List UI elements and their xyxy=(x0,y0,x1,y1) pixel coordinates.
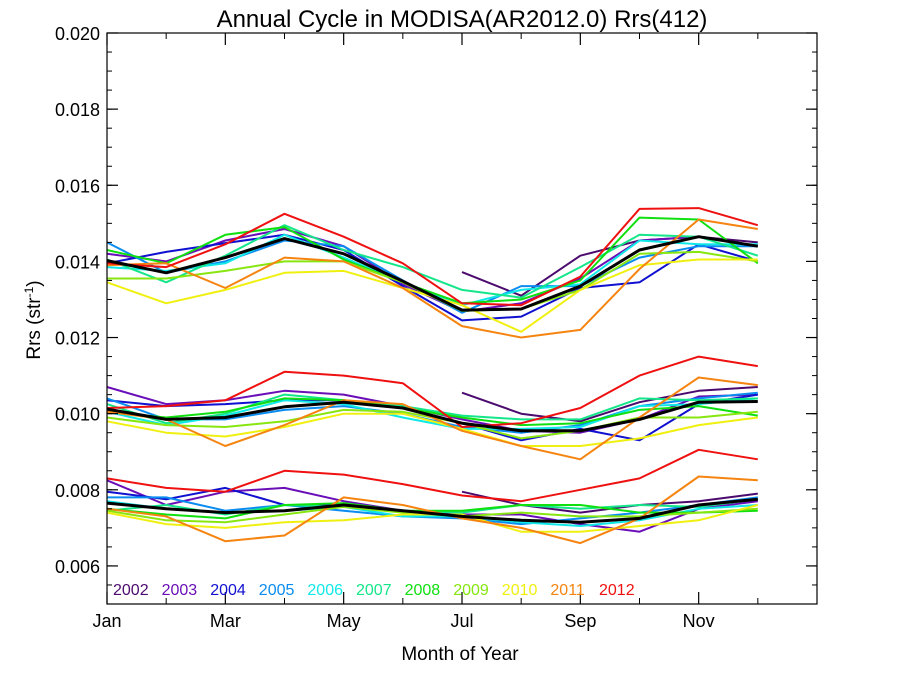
x-axis-label: Month of Year xyxy=(401,644,519,665)
legend-entry-2012: 2012 xyxy=(599,582,635,599)
series-2007-middle-line xyxy=(106,393,758,425)
legend-entry-2009: 2009 xyxy=(453,582,489,599)
y-tick-label: 0.012 xyxy=(55,329,100,349)
legend-entry-2010: 2010 xyxy=(502,582,538,599)
series-2008-upper-line xyxy=(106,216,759,305)
y-tick-label: 0.006 xyxy=(55,557,100,577)
y-axis-label-close: ) xyxy=(24,280,45,286)
x-tick-label: Mar xyxy=(210,611,241,631)
y-tick-label: 0.014 xyxy=(55,252,100,272)
x-tick-label: Sep xyxy=(564,611,596,631)
series-2012-middle-line xyxy=(106,355,758,428)
legend-entry-2011: 2011 xyxy=(550,582,585,599)
y-axis-label: Rrs (str-1) xyxy=(22,280,45,359)
series-2012-lower-line xyxy=(106,448,758,503)
series-2010-middle-line xyxy=(106,412,758,447)
mean-middle-line xyxy=(106,400,758,433)
series-lines xyxy=(106,207,759,545)
y-tick-label: 0.018 xyxy=(55,100,100,120)
y-axis-label-superscript: -1 xyxy=(22,286,36,297)
legend-entry-2003: 2003 xyxy=(162,582,198,599)
chart-title: Annual Cycle in MODISA(AR2012.0) Rrs(412… xyxy=(217,6,708,33)
x-tick-label: Jul xyxy=(450,611,473,631)
legend-entry-2002: 2002 xyxy=(113,582,149,599)
series-2011-middle-line xyxy=(106,376,758,461)
y-tick-label: 0.010 xyxy=(55,405,100,425)
legend-entry-2008: 2008 xyxy=(405,582,441,599)
mean-lower-line xyxy=(106,497,758,524)
y-tick-label: 0.020 xyxy=(55,24,100,44)
series-2011-lower-line xyxy=(106,475,758,545)
series-2008-middle-line xyxy=(106,397,758,427)
legend: 2002 2003 2004 2005 2006 2007 2008 2009 2010 2011… xyxy=(113,582,635,599)
series-2012-upper-line xyxy=(106,207,759,307)
y-tick-label: 0.008 xyxy=(55,481,100,501)
legend-entry-2004: 2004 xyxy=(210,582,246,599)
y-tick-label: 0.016 xyxy=(55,176,100,196)
axis-ticks: 0.006 0.008 0.010 0.012 0.014 0.016 0.018 0.020… xyxy=(55,24,817,631)
y-axis-label-text: Rrs (str xyxy=(24,297,45,360)
legend-entry-2006: 2006 xyxy=(307,582,343,599)
series-2011-upper-line xyxy=(106,218,758,339)
series-2004-upper-line xyxy=(106,233,759,322)
legend-entry-2005: 2005 xyxy=(259,582,295,599)
series-2002-middle-line xyxy=(461,386,758,423)
x-tick-label: Jan xyxy=(92,611,121,631)
legend-entry-2007: 2007 xyxy=(356,582,392,599)
x-tick-label: May xyxy=(327,611,361,631)
mean-upper-line xyxy=(106,235,759,312)
x-tick-label: Nov xyxy=(683,611,715,631)
series-2009-upper-line xyxy=(107,250,758,312)
